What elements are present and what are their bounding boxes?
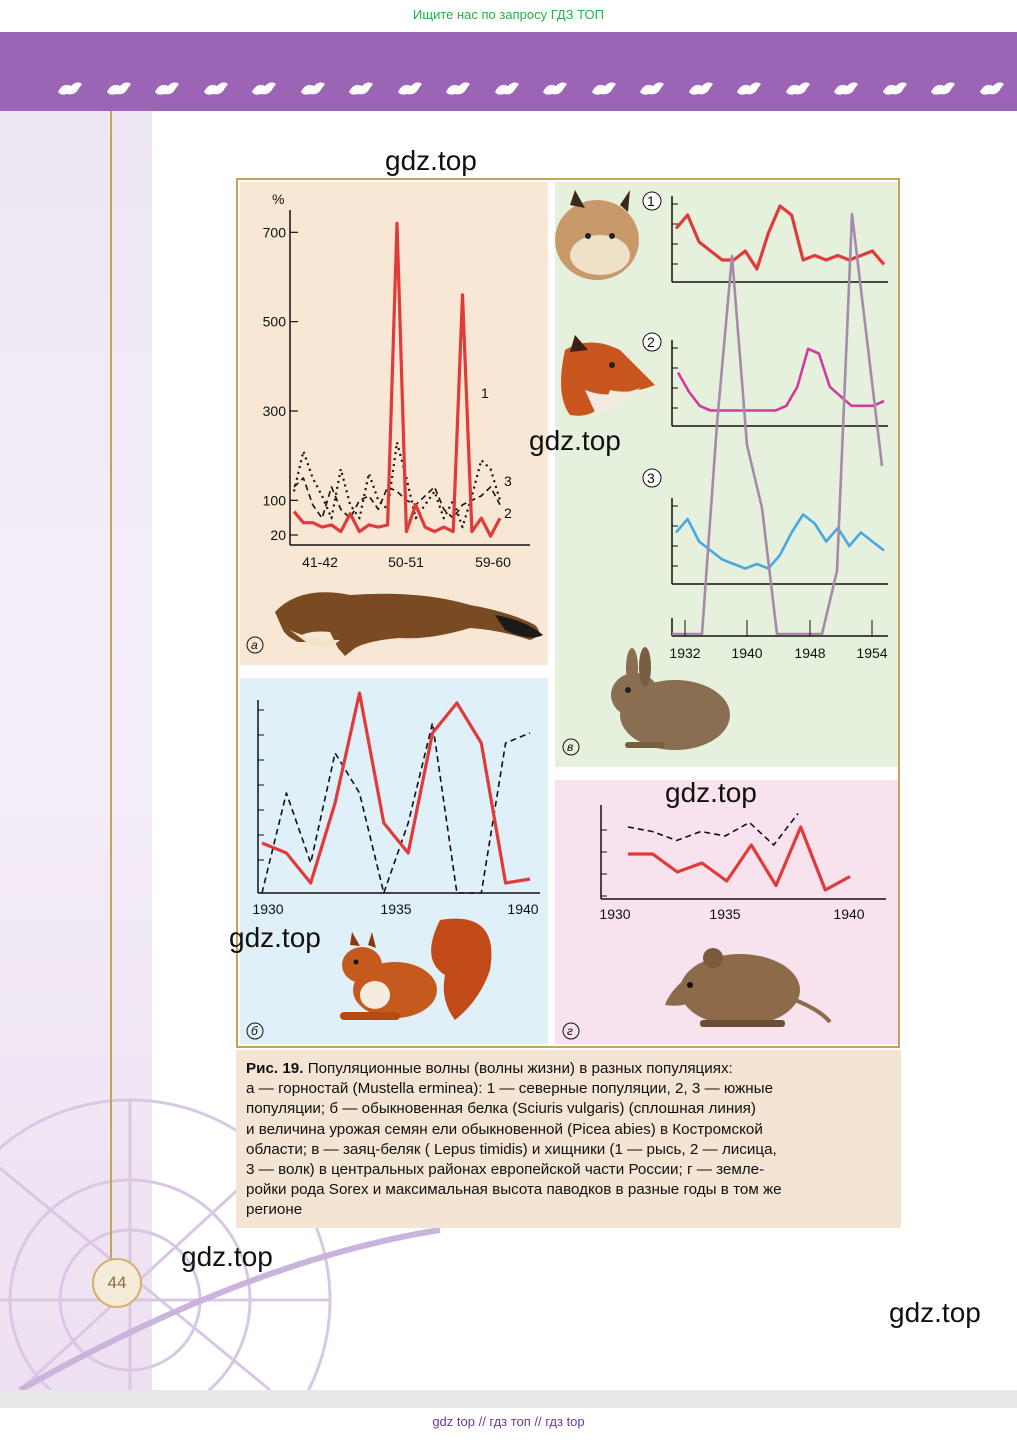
fox-illustration bbox=[561, 335, 655, 416]
subchart-marker-3 bbox=[642, 468, 662, 488]
x-tick-label: 1948 bbox=[794, 645, 825, 661]
chart-g: 1930 1935 1940 г bbox=[562, 805, 886, 1040]
watermark: gdz.top bbox=[229, 922, 321, 953]
scorpion-icon bbox=[492, 74, 522, 102]
swallow-icon bbox=[589, 74, 619, 102]
kangaroo-icon bbox=[298, 74, 328, 102]
watermark: gdz.top bbox=[665, 777, 757, 808]
panel-letter-circle bbox=[562, 1022, 580, 1040]
left-decor-panel bbox=[0, 111, 152, 1391]
fox-icon bbox=[686, 74, 716, 102]
footer-links[interactable]: gdz top // гдз топ // гдз top bbox=[432, 1414, 585, 1429]
x-tick-label: 59-60 bbox=[475, 554, 511, 570]
x-tick-label: 41-42 bbox=[302, 554, 338, 570]
hare-line bbox=[672, 212, 884, 636]
meerkat-icon bbox=[152, 74, 182, 102]
x-tick-label: 1935 bbox=[380, 901, 411, 917]
panel-letter-a: а bbox=[251, 638, 258, 652]
lynx-illustration bbox=[555, 190, 639, 280]
watermark: gdz.top bbox=[529, 425, 621, 456]
header-band bbox=[0, 32, 1017, 111]
butterfly-icon bbox=[395, 74, 425, 102]
y-tick-label: 300 bbox=[263, 403, 287, 419]
x-tick-label: 1940 bbox=[833, 906, 864, 922]
panel-a-background bbox=[240, 182, 548, 665]
boar-icon bbox=[831, 74, 861, 102]
caption-lead: Рис. 19. bbox=[246, 1060, 304, 1077]
bird-icon bbox=[55, 74, 85, 102]
flood-height-line bbox=[627, 813, 799, 846]
y-tick-label: 500 bbox=[263, 314, 287, 330]
figure-charts: % 700 500 300 100 20 41-42 50-51 59-60 1 2 3 а bbox=[246, 190, 888, 1040]
hare-illustration bbox=[611, 647, 730, 750]
bird-icon bbox=[346, 74, 376, 102]
meerkat-icon bbox=[734, 74, 764, 102]
series-3-line bbox=[292, 441, 502, 529]
x-tick-label: 1940 bbox=[507, 901, 538, 917]
fox-icon bbox=[104, 74, 134, 102]
page-number: 44 bbox=[92, 1258, 142, 1308]
bird-icon bbox=[637, 74, 667, 102]
butterfly-icon bbox=[977, 74, 1007, 102]
y-axis-label: % bbox=[272, 191, 284, 207]
y-tick-label: 100 bbox=[263, 492, 287, 508]
y-tick-label: 700 bbox=[263, 224, 287, 240]
x-tick-label: 1940 bbox=[731, 645, 762, 661]
watermark: gdz.top bbox=[385, 145, 477, 176]
x-tick-label: 1930 bbox=[599, 906, 630, 922]
panel-letter-b: б bbox=[251, 1024, 259, 1038]
subchart-number-3: 3 bbox=[647, 470, 655, 486]
subchart-number-1: 1 bbox=[647, 193, 655, 209]
subchart-marker-1 bbox=[642, 191, 662, 211]
top-banner: Ищите нас по запросу ГДЗ ТОП bbox=[413, 7, 604, 22]
series-label-2: 2 bbox=[504, 505, 512, 521]
insect-icon bbox=[201, 74, 231, 102]
squirrel-line bbox=[261, 691, 531, 885]
squirrel-illustration bbox=[340, 918, 492, 1020]
x-tick-label: 50-51 bbox=[388, 554, 424, 570]
insect-icon bbox=[783, 74, 813, 102]
panel-letter-g: г bbox=[567, 1024, 573, 1038]
series-label-1: 1 bbox=[481, 385, 489, 401]
watermark: gdz.top bbox=[889, 1297, 981, 1328]
figure-caption: Рис. 19. Популяционные волны (волны жизн… bbox=[246, 1060, 782, 1219]
lizard-icon bbox=[540, 74, 570, 102]
y-tick-label: 20 bbox=[270, 527, 286, 543]
caption-box bbox=[236, 1050, 901, 1228]
x-tick-label: 1930 bbox=[252, 901, 283, 917]
bird-icon bbox=[928, 74, 958, 102]
boar-icon bbox=[249, 74, 279, 102]
margin-line bbox=[110, 111, 112, 1276]
x-tick-label: 1935 bbox=[709, 906, 740, 922]
watermark: gdz.top bbox=[181, 1241, 273, 1272]
footer-bar bbox=[0, 1390, 1017, 1408]
series-2-line bbox=[293, 477, 501, 520]
shrew-illustration bbox=[665, 948, 832, 1027]
chart-a: % 700 500 300 100 20 41-42 50-51 59-60 1 2 3 а bbox=[246, 191, 543, 656]
series-1-line bbox=[292, 221, 502, 538]
shrew-line bbox=[628, 825, 851, 892]
subchart-marker-2 bbox=[642, 332, 662, 352]
seed-yield-line bbox=[261, 722, 531, 894]
fox-line bbox=[676, 347, 885, 412]
x-tick-label: 1954 bbox=[856, 645, 887, 661]
panel-letter-circle bbox=[562, 738, 580, 756]
panel-letter-v: в bbox=[567, 740, 573, 754]
chart-v: 1 2 3 1932 1940 1948 1954 в bbox=[555, 190, 888, 756]
subchart-number-2: 2 bbox=[647, 334, 655, 350]
x-tick-label: 1932 bbox=[669, 645, 700, 661]
panel-letter-circle bbox=[246, 636, 264, 654]
kangaroo-icon bbox=[880, 74, 910, 102]
panel-letter-circle bbox=[246, 1022, 264, 1040]
chart-b: 1930 1935 1940 б bbox=[246, 691, 540, 1040]
bison-icon bbox=[443, 74, 473, 102]
wolf-line bbox=[675, 513, 885, 570]
series-label-3: 3 bbox=[504, 473, 512, 489]
stoat-illustration bbox=[275, 592, 543, 656]
